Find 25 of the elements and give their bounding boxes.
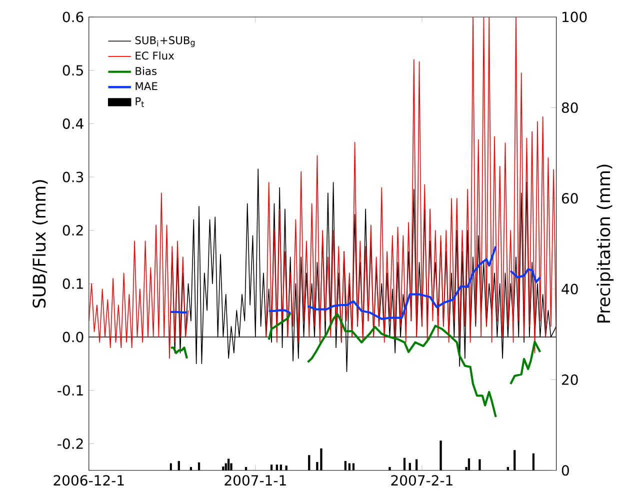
- y-tick-label: 0.6: [62, 12, 84, 22]
- y-axis-title: SUB/Flux (mm): [32, 180, 48, 308]
- y-tick-label: 0.5: [62, 64, 83, 76]
- y2-tick-label: 80: [562, 102, 578, 113]
- y2-tick-label: 0: [562, 464, 569, 476]
- y2-axis-title: Precipitation (mm): [596, 164, 614, 322]
- y2-tick-label: 20: [562, 374, 578, 385]
- y-tick-label: -0.2: [58, 438, 83, 449]
- legend-label: SUB$_{i}$+SUB$_{g}$: [135, 36, 195, 47]
- legend-label: P$_{t}$: [136, 97, 144, 107]
- legend-label: EC Flux: [136, 51, 174, 60]
- y-tick-label: -0.1: [58, 384, 83, 396]
- y-tick-label: 0.1: [62, 278, 83, 289]
- x-tick-label: 2007-1-1: [224, 474, 286, 486]
- y2-tick-label: 60: [562, 192, 578, 204]
- x-tick-label: 2007-2-1: [391, 474, 452, 486]
- legend-label: Bias: [136, 66, 157, 75]
- y-tick-label: 0.4: [62, 118, 84, 129]
- x-tick-label: 2006-12-1: [54, 474, 124, 486]
- y2-tick-label: 40: [562, 284, 578, 294]
- y-tick-label: 0.3: [62, 172, 84, 182]
- y-tick-label: 0.2: [62, 224, 83, 236]
- legend-label: MAE: [136, 82, 158, 90]
- y-tick-label: 0.0: [62, 332, 84, 342]
- y2-tick-label: 100: [562, 12, 587, 22]
